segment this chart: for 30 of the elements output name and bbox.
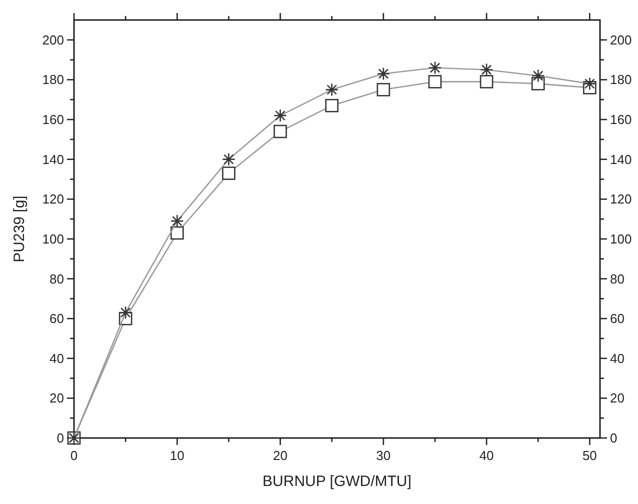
x-tick-label: 10 <box>170 448 184 463</box>
y2-tick-label: 120 <box>610 192 632 207</box>
y-tick-label: 60 <box>50 311 64 326</box>
y2-tick-label: 100 <box>610 231 632 246</box>
y-tick-label: 140 <box>42 152 64 167</box>
x-tick-label: 40 <box>479 448 494 463</box>
y-tick-label: 20 <box>50 390 64 406</box>
x-axis-title: BURNUP [GWD/MTU] <box>262 473 412 490</box>
y2-tick-label: 60 <box>610 311 624 326</box>
y-tick-label: 160 <box>42 112 64 128</box>
x-tick-label: 50 <box>582 448 597 463</box>
x-tick-label: 30 <box>376 448 391 463</box>
x-tick-label: 20 <box>273 448 288 463</box>
y2-tick-label: 180 <box>610 72 632 88</box>
y2-tick-label: 200 <box>610 32 632 48</box>
y-tick-label: 40 <box>50 350 64 366</box>
y-tick-label: 0 <box>56 430 64 446</box>
y-axis-title: PU239 [g] <box>11 196 28 262</box>
y2-tick-label: 20 <box>610 390 624 406</box>
y2-tick-label: 160 <box>610 112 632 128</box>
y-tick-label: 100 <box>42 231 64 246</box>
y2-tick-label: 0 <box>610 430 618 446</box>
y-tick-label: 180 <box>42 72 64 88</box>
y-tick-label: 200 <box>42 32 64 48</box>
y2-tick-label: 80 <box>610 271 624 286</box>
x-tick-label: 0 <box>70 448 78 463</box>
y2-tick-label: 140 <box>610 152 632 167</box>
y-tick-label: 120 <box>42 192 64 207</box>
y2-tick-label: 40 <box>610 350 624 366</box>
y-tick-label: 80 <box>50 271 64 286</box>
